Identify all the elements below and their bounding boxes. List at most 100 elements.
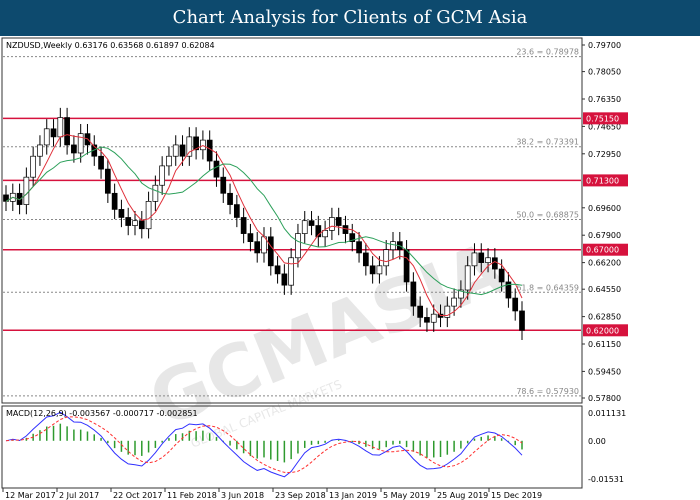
candle [43, 128, 50, 146]
candle [145, 201, 152, 230]
macd-line [5, 411, 523, 478]
chart-title: Chart Analysis for Clients of GCM Asia [0, 0, 700, 36]
candle [118, 209, 125, 218]
candle [172, 144, 179, 157]
candle [512, 297, 519, 312]
candle [233, 204, 240, 218]
level-tag-label: 0.71300 [586, 176, 619, 185]
price-tick-label: 0.59450 [588, 367, 621, 376]
ma-slow-line [5, 146, 523, 296]
fib-label: 50.0 = 0.68875 [516, 210, 579, 219]
candle [206, 139, 213, 162]
candle [125, 217, 132, 226]
candle [77, 133, 84, 154]
candle [179, 144, 186, 157]
price-tick-label: 0.74650 [588, 122, 621, 131]
time-tick-label: 5 May 2019 [383, 491, 430, 500]
ma-fast-line [5, 134, 523, 316]
candle [50, 128, 57, 138]
candle [132, 220, 138, 226]
candle [430, 313, 437, 323]
symbol-info: NZDUSD,Weekly 0.63176 0.63568 0.61897 0.… [6, 41, 215, 50]
candle [240, 217, 247, 234]
candle [267, 236, 274, 267]
level-tag-label: 0.67000 [586, 246, 619, 255]
time-tick-label: 2 Jul 2017 [59, 491, 99, 500]
candle [254, 241, 261, 254]
price-tick-label: 0.67900 [588, 231, 621, 240]
candle [369, 265, 376, 275]
candle [281, 273, 288, 286]
candle [274, 265, 281, 275]
candle [71, 144, 77, 154]
level-tag [583, 174, 628, 187]
candle [152, 184, 159, 202]
price-tick-label: 0.64550 [588, 285, 621, 294]
candle [410, 281, 417, 307]
price-tick-label: 0.69600 [588, 204, 621, 213]
price-tick-label: 0.72950 [588, 150, 621, 159]
candle [104, 168, 111, 194]
candle [342, 225, 349, 234]
level-tag [583, 112, 628, 125]
candle [322, 230, 328, 238]
candle [111, 192, 118, 210]
candle [335, 217, 342, 226]
candle [166, 155, 172, 167]
candle [498, 268, 505, 283]
candle [376, 265, 383, 275]
main-pane-border [1, 37, 583, 404]
candle [30, 155, 37, 178]
price-tick-label: 0.62850 [588, 313, 621, 322]
level-tag [583, 243, 628, 256]
candle [390, 241, 396, 251]
price-chart[interactable]: GCMASIA GLOBAL CAPITAL MARKETS 0.797000.… [0, 36, 700, 500]
candle [98, 155, 104, 170]
time-tick-label: 11 Feb 2018 [167, 491, 217, 500]
candle [57, 117, 64, 138]
candle [138, 220, 145, 230]
time-tick-label: 12 Mar 2017 [5, 491, 56, 500]
candle [417, 305, 424, 318]
candle [227, 192, 233, 205]
candle [37, 144, 43, 157]
fib-label: 38.2 = 0.73391 [516, 138, 579, 147]
candle [444, 305, 451, 318]
candle [451, 297, 457, 307]
price-tick-label: 0.78050 [588, 68, 621, 77]
candle [491, 257, 498, 270]
candle [315, 225, 322, 238]
candle [186, 136, 193, 157]
candle [505, 281, 512, 299]
candle [308, 220, 315, 226]
fib-label: 78.6 = 0.57930 [516, 387, 579, 396]
price-tick-label: 0.79700 [588, 41, 621, 50]
candle [519, 310, 525, 331]
candle [356, 241, 362, 254]
candle [478, 252, 485, 263]
candle [329, 217, 335, 231]
candle [424, 317, 430, 323]
macd-info: MACD(12,26,9) -0.003567 -0.000717 -0.002… [6, 409, 198, 418]
candle [464, 265, 471, 291]
candle [383, 249, 390, 267]
price-tick-label: 0.76350 [588, 95, 621, 104]
price-tick-label: 0.66200 [588, 259, 621, 268]
price-tick-label: 0.57800 [588, 394, 621, 403]
level-tag-label: 0.62000 [586, 326, 619, 335]
level-tag [583, 324, 628, 337]
candle [247, 233, 254, 242]
macd-signal-line [5, 416, 523, 474]
candle [220, 176, 227, 194]
candle [64, 117, 70, 146]
price-tick-label: 0.61150 [588, 340, 621, 349]
time-tick-label: 13 Jan 2019 [329, 491, 377, 500]
candle [213, 160, 220, 178]
candle [23, 176, 30, 205]
fib-label: 23.6 = 0.78978 [516, 48, 579, 57]
candle [200, 139, 206, 151]
candle [301, 220, 308, 234]
level-tag-label: 0.75150 [586, 114, 619, 123]
candle [193, 136, 199, 151]
candle [295, 233, 301, 259]
